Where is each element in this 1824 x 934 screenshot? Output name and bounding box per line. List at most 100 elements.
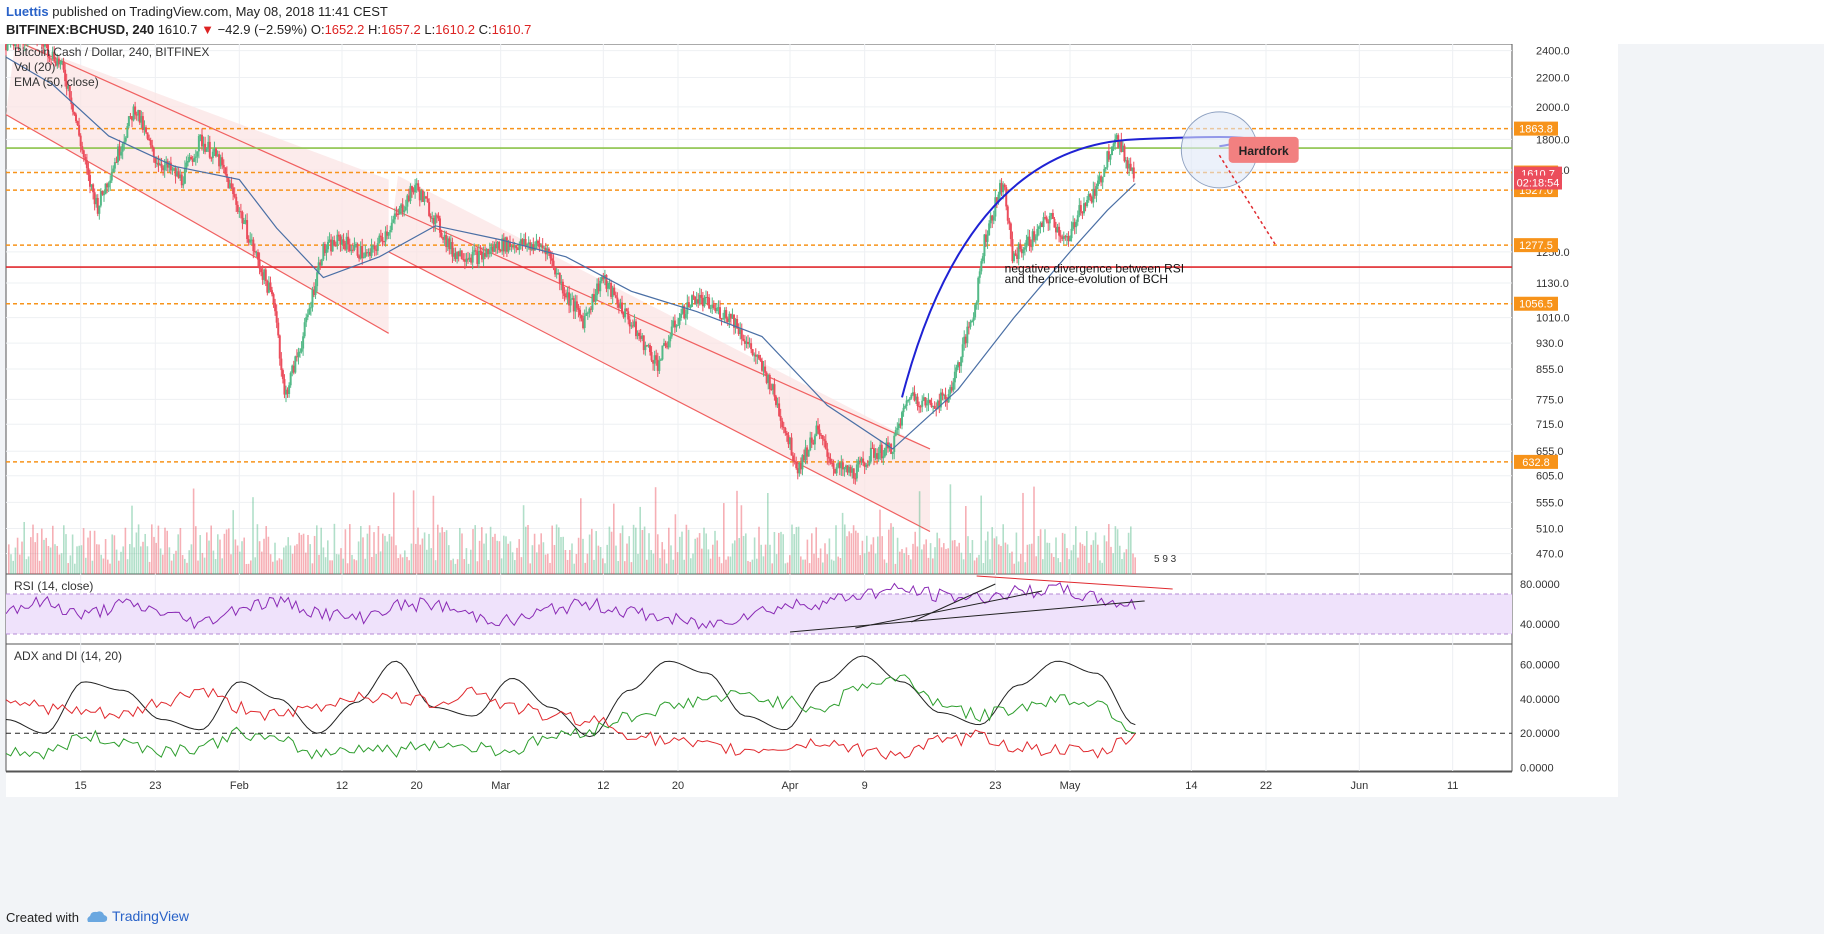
- publish-line: Luettis published on TradingView.com, Ma…: [6, 4, 388, 19]
- y-tick-label: 605.0: [1536, 471, 1564, 483]
- candle: [157, 162, 160, 166]
- volume-bar: [10, 554, 12, 574]
- candle: [353, 244, 356, 250]
- rsi-divergence-line: [976, 575, 1173, 590]
- volume-bar: [560, 537, 562, 574]
- candle: [104, 183, 107, 195]
- volume-bar: [14, 547, 17, 574]
- adx-y-tick-label: 0.0000: [1520, 763, 1554, 775]
- volume-bar: [360, 526, 362, 574]
- volume-bar: [181, 555, 184, 574]
- y-tick-label: 855.0: [1536, 364, 1564, 376]
- volume-bar: [423, 532, 426, 574]
- y-tick-label: 1130.0: [1536, 278, 1569, 290]
- candle: [412, 190, 415, 193]
- volume-bar: [309, 544, 311, 574]
- hardfork-label: Hardfork: [1239, 144, 1289, 158]
- candle: [64, 69, 67, 82]
- volume-bar: [542, 542, 545, 574]
- candle: [677, 324, 679, 326]
- candle: [484, 252, 487, 257]
- volume-bar: [302, 533, 305, 574]
- author-link[interactable]: Luettis: [6, 4, 49, 19]
- volume-bar: [32, 524, 34, 574]
- candle: [925, 403, 928, 406]
- volume-bar: [615, 545, 617, 574]
- volume-bar: [830, 559, 833, 574]
- candle: [747, 341, 749, 344]
- candle: [991, 215, 994, 221]
- candle: [1048, 215, 1051, 224]
- candle: [73, 111, 76, 115]
- volume-bar: [595, 531, 597, 574]
- candle: [43, 44, 46, 47]
- volume-bar: [835, 525, 837, 574]
- candle: [571, 298, 574, 300]
- candle: [211, 151, 214, 158]
- volume-bar: [168, 547, 171, 574]
- volume-bar: [395, 545, 397, 574]
- volume-bar: [217, 534, 219, 574]
- candle: [406, 195, 409, 207]
- candle: [638, 332, 641, 336]
- candle: [549, 252, 552, 259]
- candle: [667, 341, 670, 348]
- candle: [523, 239, 525, 245]
- candle: [62, 60, 65, 70]
- candle: [785, 432, 788, 436]
- candle: [832, 463, 835, 469]
- candle: [257, 252, 259, 260]
- candle: [261, 272, 264, 280]
- candle: [610, 283, 613, 297]
- volume-bar: [177, 534, 179, 574]
- candle: [1115, 135, 1118, 140]
- candle: [174, 168, 177, 177]
- volume-bar: [773, 532, 776, 574]
- candle: [409, 186, 412, 202]
- candle: [129, 116, 132, 118]
- volume-bar: [778, 532, 780, 574]
- open-value: 1652.2: [324, 22, 365, 37]
- volume-bar: [531, 545, 534, 574]
- volume-bar: [813, 553, 815, 574]
- candle: [274, 303, 277, 312]
- volume-bar: [591, 528, 593, 574]
- volume-bar: [379, 551, 382, 574]
- volume-bar: [514, 560, 516, 574]
- volume-bar: [456, 559, 459, 574]
- volume-bar: [12, 560, 14, 574]
- candle: [334, 245, 337, 247]
- candle: [505, 237, 508, 252]
- candle: [187, 160, 189, 163]
- candle: [796, 468, 799, 474]
- candle: [101, 191, 104, 195]
- volume-bar: [192, 488, 195, 574]
- candle: [289, 372, 292, 386]
- candle: [670, 326, 673, 337]
- candle: [442, 236, 445, 240]
- volume-bar: [1037, 536, 1040, 574]
- candle: [513, 245, 516, 248]
- candle: [705, 297, 707, 299]
- candle: [703, 297, 706, 307]
- candle: [465, 258, 468, 262]
- volume-bar: [1015, 532, 1018, 574]
- x-tick-label: May: [1060, 780, 1081, 792]
- candle: [599, 280, 602, 292]
- candle: [775, 396, 777, 406]
- candle: [859, 460, 861, 462]
- chart-area[interactable]: 15 23 Feb 12 20 Mar 12 20 Apr 9 23 May 14 22 Jun 11 2400…: [0, 22, 1824, 900]
- candle: [278, 335, 281, 359]
- volume-bar: [896, 537, 899, 574]
- chart-svg[interactable]: 15 23 Feb 12 20 Mar 12 20 Apr 9 23 May 14 22 Jun 11 2400…: [0, 22, 1824, 900]
- tradingview-link[interactable]: TradingView: [112, 908, 190, 924]
- volume-bar: [245, 563, 248, 574]
- candle: [272, 294, 275, 304]
- candle: [1002, 184, 1005, 193]
- volume-bar: [738, 538, 740, 574]
- y-tick-label: 715.0: [1536, 419, 1564, 431]
- x-tick-label: 20: [672, 780, 684, 792]
- volume-bar: [331, 560, 333, 574]
- volume-bar: [665, 563, 668, 574]
- candle: [96, 197, 99, 214]
